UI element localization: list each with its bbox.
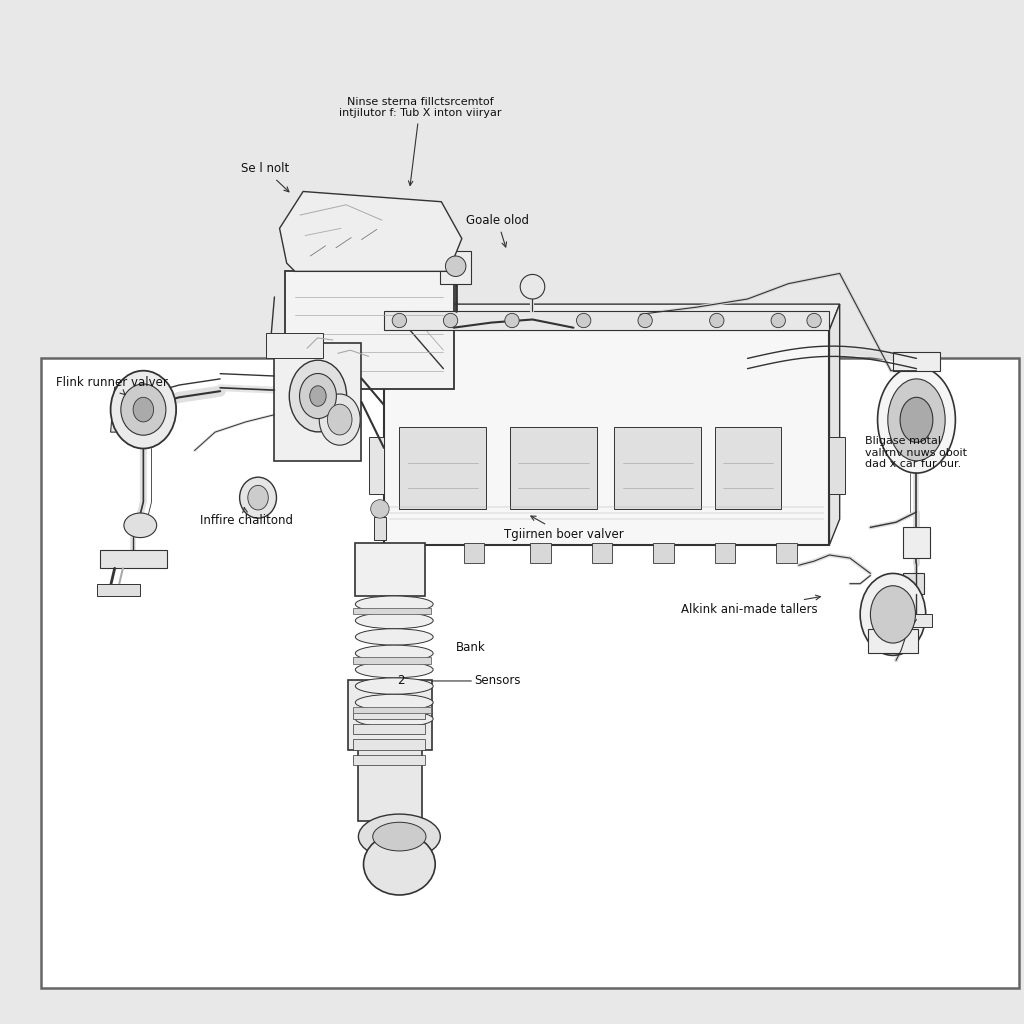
Bar [903, 527, 930, 558]
Ellipse shape [355, 662, 433, 678]
Ellipse shape [373, 822, 426, 851]
Bar [715, 543, 735, 563]
Ellipse shape [289, 360, 346, 432]
Ellipse shape [355, 596, 433, 612]
Bar [592, 543, 612, 563]
Bar [653, 543, 674, 563]
Bar [399, 427, 486, 509]
Ellipse shape [364, 834, 435, 895]
Ellipse shape [240, 477, 276, 518]
Ellipse shape [355, 645, 433, 662]
Ellipse shape [371, 500, 389, 518]
Ellipse shape [860, 573, 926, 655]
Bar [440, 251, 471, 284]
Bar [530, 543, 551, 563]
Bar [100, 550, 167, 568]
Ellipse shape [520, 274, 545, 299]
Bar [715, 427, 781, 509]
Text: Alkink ani-made tallers: Alkink ani-made tallers [681, 595, 820, 615]
Ellipse shape [111, 371, 176, 449]
Ellipse shape [870, 586, 915, 643]
Bar [893, 352, 940, 371]
Ellipse shape [248, 485, 268, 510]
Ellipse shape [309, 386, 326, 407]
Ellipse shape [888, 379, 945, 461]
Text: Sensors: Sensors [474, 675, 520, 687]
Bar [829, 437, 845, 494]
Ellipse shape [355, 694, 433, 711]
Bar [464, 543, 484, 563]
Ellipse shape [392, 313, 407, 328]
Text: Se l nolt: Se l nolt [241, 163, 289, 191]
Polygon shape [111, 387, 131, 432]
Bar [369, 437, 384, 494]
Ellipse shape [638, 313, 652, 328]
Text: Ninse sterna fillctsrcemtof
intjilutor f: Tub X inton viiryar: Ninse sterna fillctsrcemtof intjilutor f… [339, 96, 501, 185]
Bar [355, 543, 425, 596]
Bar [903, 573, 924, 594]
Ellipse shape [355, 678, 433, 694]
Bar [353, 755, 425, 765]
Bar [868, 629, 918, 653]
Text: Bligase motal
valirnv nuws oboit
dad x car fur our.: Bligase motal valirnv nuws oboit dad x c… [865, 436, 968, 469]
Ellipse shape [355, 629, 433, 645]
Ellipse shape [505, 313, 519, 328]
Bar [510, 427, 597, 509]
Bar [374, 517, 386, 540]
Bar [353, 608, 431, 614]
Bar [97, 584, 140, 596]
Polygon shape [280, 191, 462, 271]
Ellipse shape [133, 397, 154, 422]
Bar [358, 748, 422, 821]
Bar [353, 707, 431, 713]
Bar [41, 358, 1019, 988]
Bar [776, 543, 797, 563]
Ellipse shape [900, 397, 933, 442]
Text: Flink runner valver: Flink runner valver [56, 377, 168, 394]
Bar [384, 330, 829, 545]
Bar [353, 739, 425, 750]
Bar [402, 543, 423, 563]
Bar [384, 311, 829, 330]
Ellipse shape [319, 394, 360, 445]
Text: Bank: Bank [456, 641, 485, 653]
Text: Inffire chalitond: Inffire chalitond [200, 508, 293, 526]
Bar [348, 680, 432, 750]
Ellipse shape [710, 313, 724, 328]
Ellipse shape [358, 814, 440, 859]
Ellipse shape [443, 313, 458, 328]
Bar [614, 427, 701, 509]
Ellipse shape [355, 711, 433, 727]
Ellipse shape [577, 313, 591, 328]
Bar [901, 614, 932, 627]
Text: Tgiirnen boer valver: Tgiirnen boer valver [504, 516, 624, 541]
Bar [274, 343, 361, 461]
Ellipse shape [355, 612, 433, 629]
Ellipse shape [807, 313, 821, 328]
Ellipse shape [124, 513, 157, 538]
Ellipse shape [121, 384, 166, 435]
Ellipse shape [445, 256, 466, 276]
Bar [353, 657, 431, 664]
Text: 2: 2 [397, 675, 404, 687]
Text: Goale olod: Goale olod [466, 214, 529, 247]
Bar [353, 724, 425, 734]
Polygon shape [374, 304, 840, 330]
Ellipse shape [878, 367, 955, 473]
Polygon shape [829, 304, 840, 545]
Ellipse shape [771, 313, 785, 328]
Ellipse shape [328, 404, 352, 435]
Ellipse shape [299, 374, 336, 419]
Bar [266, 333, 323, 358]
Bar [285, 271, 454, 389]
Bar [353, 709, 425, 719]
